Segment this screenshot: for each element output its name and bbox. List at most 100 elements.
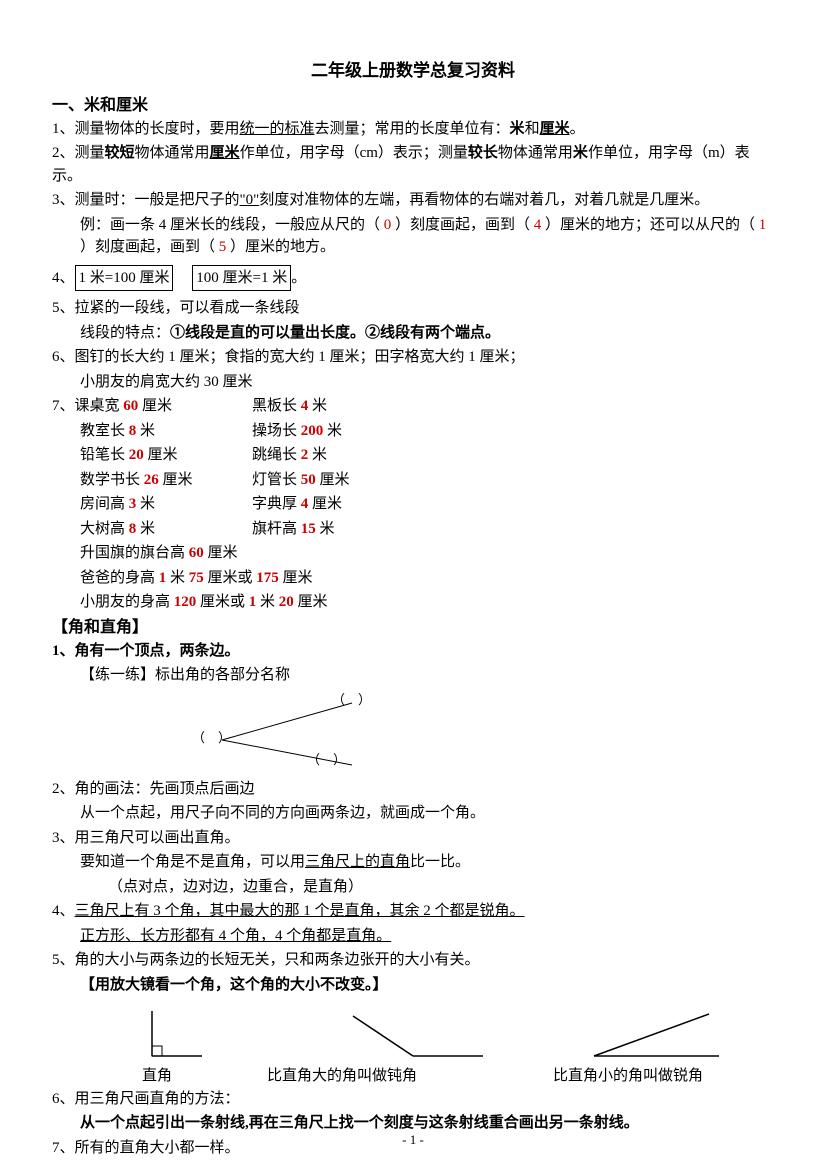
text-bold-underline: 厘米 (210, 145, 240, 161)
measure-row-8: 小朋友的身高 120 厘米或 1 米 20 厘米 (52, 591, 774, 614)
obtuse-angle-icon (338, 1006, 488, 1061)
s2-p4: 4、三角尺上有 3 个角，其中最大的那 1 个是直角，其余 2 个都是锐角。 (52, 900, 774, 923)
s2-p4c: 正方形、长方形都有 4 个角，4 个角都是直角。 (52, 925, 774, 948)
text: 大树高 (80, 521, 129, 537)
text-underline: 正方形、长方形都有 4 个角，4 个角都是直角。 (80, 928, 391, 944)
text: 厘米 (138, 398, 172, 414)
angle-label-3: 比直角小的角叫做锐角 (482, 1065, 774, 1088)
text: 厘米 (308, 496, 342, 512)
measure-row-1: 教室长 8 米 操场长 200 米 (52, 420, 774, 443)
text: 厘米 (144, 447, 178, 463)
text: 例：画一条 4 厘米长的线段，一般应从尺的（ (80, 217, 384, 233)
measure-row-2: 铅笔长 20 厘米 跳绳长 2 米 (52, 444, 774, 467)
page-number: - 1 - (0, 1130, 826, 1150)
boxed-formula-2: 100 厘米=1 米 (192, 265, 291, 292)
document-title: 二年级上册数学总复习资料 (52, 58, 774, 84)
text: 4、 (52, 903, 75, 919)
text-underline: 三角尺上有 3 个角，其中最大的那 1 个是直角，其余 2 个都是锐角。 (75, 903, 525, 919)
text: 米 (316, 521, 335, 537)
text: 厘米 (279, 570, 313, 586)
s1-p2: 2、测量较短物体通常用厘米作单位，用字母（cm）表示；测量较长物体通常用米作单位… (52, 142, 774, 187)
text: 小朋友的身高 (80, 594, 174, 610)
text: 线段的特点： (80, 325, 170, 341)
text: 作单位，用字母（cm）表示；测量 (240, 145, 468, 161)
value-red: 20 (279, 594, 294, 610)
text: 1、测量物体的长度时，要用 (52, 121, 240, 137)
value-red: 26 (144, 472, 159, 488)
measure-row-4: 房间高 3 米 字典厚 4 厘米 (52, 493, 774, 516)
text: 要知道一个角是不是直角，可以用 (80, 854, 305, 870)
angle-label-diagram: （ ） （ ） （ ） (202, 695, 402, 770)
s2-p5b: 【用放大镜看一个角，这个角的大小不改变。】 (52, 974, 774, 997)
value-red: 60 (189, 545, 204, 561)
s2-p6a: 6、用三角尺画直角的方法： (52, 1088, 774, 1111)
value-red: 120 (174, 594, 197, 610)
text: 3、测量时：一般是把尺子的 (52, 192, 240, 208)
section-2-header: 【角和直角】 (52, 616, 774, 640)
text: 米 (323, 423, 342, 439)
text-bold: 米 (510, 121, 525, 137)
angle-label-2: 比直角大的角叫做钝角 (202, 1065, 482, 1088)
text: 4、 (52, 270, 75, 286)
text: ）刻度画起，画到（ (391, 217, 534, 233)
text: 课桌宽 (75, 398, 124, 414)
s2-p2a: 2、角的画法：先画顶点后画边 (52, 778, 774, 801)
value-red: 200 (301, 423, 324, 439)
text: 比一比。 (410, 854, 470, 870)
s2-p1-ex: 【练一练】标出角的各部分名称 (52, 664, 774, 687)
measure-row-7: 爸爸的身高 1 米 75 厘米或 175 厘米 (52, 567, 774, 590)
text: 米 (166, 570, 189, 586)
measure-row-0: 7、课桌宽 60 厘米 黑板长 4 米 (52, 395, 774, 418)
text: 米 (136, 496, 155, 512)
text: 跳绳长 (252, 447, 301, 463)
text: 旗杆高 (252, 521, 301, 537)
text: 。 (570, 121, 585, 137)
text: 米 (256, 594, 279, 610)
measure-row-3: 数学书长 26 厘米 灯管长 50 厘米 (52, 469, 774, 492)
s1-p1: 1、测量物体的长度时，要用统一的标准去测量；常用的长度单位有：米和厘米。 (52, 118, 774, 141)
text-bold: 米 (573, 145, 588, 161)
text-bold: ①线段是直的可以量出长度。②线段有两个端点。 (170, 325, 500, 341)
s2-p3b: 要知道一个角是不是直角，可以用三角尺上的直角比一比。 (52, 851, 774, 874)
text-underline: 三角尺上的直角 (305, 854, 410, 870)
text-red: 1 (759, 217, 767, 233)
text: ）厘米的地方；还可以从尺的（ (541, 217, 759, 233)
value-red: 15 (301, 521, 316, 537)
s2-p3e: （点对点，边对边，边重合，是直角） (52, 876, 774, 899)
text: 厘米或 (204, 570, 257, 586)
s1-p5b: 线段的特点：①线段是直的可以量出长度。②线段有两个端点。 (52, 322, 774, 345)
s2-p3a: 3、用三角尺可以画出直角。 (52, 827, 774, 850)
text: 升国旗的旗台高 (80, 545, 189, 561)
text-bold: 较短 (105, 145, 135, 161)
s1-p6b: 小朋友的肩宽大约 30 厘米 (52, 371, 774, 394)
text-bold: 较长 (468, 145, 498, 161)
text: 厘米 (204, 545, 238, 561)
text: 房间高 (80, 496, 129, 512)
blank-label: （ ） (192, 728, 231, 748)
s1-p5a: 5、拉紧的一段线，可以看成一条线段 (52, 297, 774, 320)
value-red: 75 (189, 570, 204, 586)
text: 厘米 (159, 472, 193, 488)
text: 铅笔长 (80, 447, 129, 463)
text: ）刻度画起，画到（ (80, 239, 219, 255)
text: 刻度对准物体的左端，再看物体的右端对着几，对着几就是几厘米。 (259, 192, 709, 208)
text: 2、测量 (52, 145, 105, 161)
s2-p5a: 5、角的大小与两条边的长短无关，只和两条边张开的大小有关。 (52, 949, 774, 972)
s1-p3: 3、测量时：一般是把尺子的"0"刻度对准物体的左端，再看物体的右端对着几，对着几… (52, 189, 774, 212)
text: 厘米或 (196, 594, 249, 610)
text: 米 (136, 521, 155, 537)
section-1-header: 一、米和厘米 (52, 94, 774, 118)
text: 7、 (52, 398, 75, 414)
measure-row-6: 升国旗的旗台高 60 厘米 (52, 542, 774, 565)
s1-p4: 4、1 米=100 厘米 100 厘米=1 米。 (52, 265, 774, 292)
text: ）厘米的地方。 (226, 239, 335, 255)
measure-row-5: 大树高 8 米 旗杆高 15 米 (52, 518, 774, 541)
text: 物体通常用 (135, 145, 210, 161)
s1-p3-example: 例：画一条 4 厘米长的线段，一般应从尺的（ 0 ）刻度画起，画到（ 4 ）厘米… (52, 214, 774, 259)
value-red: 50 (301, 472, 316, 488)
text: 米 (136, 423, 155, 439)
text-underline: "0" (240, 192, 260, 208)
s2-p1: 1、角有一个顶点，两条边。 (52, 640, 774, 663)
text: 爸爸的身高 (80, 570, 159, 586)
blank-label: （ ） (307, 750, 346, 770)
